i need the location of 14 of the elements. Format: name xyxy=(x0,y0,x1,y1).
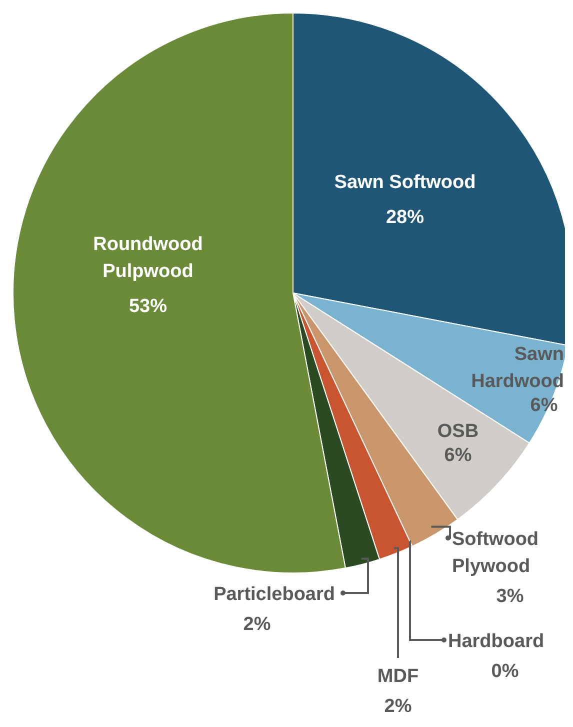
slice-label: Softwood Plywood xyxy=(452,529,539,577)
slice-label: MDF xyxy=(377,666,419,687)
data-label: 53% xyxy=(128,296,168,317)
data-label: 28% xyxy=(386,207,424,228)
slice-label: OSB xyxy=(437,421,479,442)
text: 0% xyxy=(491,661,519,682)
data-label: 2% xyxy=(384,696,412,717)
data-label: 2% xyxy=(243,614,271,635)
legend-label: Hardboard xyxy=(448,631,544,652)
slice-label: Roundwood Pulpwood xyxy=(93,234,203,282)
data-label: 6% xyxy=(444,445,472,466)
data-label: 3% xyxy=(496,586,524,607)
slice-label: Sawn Softwood xyxy=(334,172,476,193)
slice-label: Particleboard xyxy=(214,584,335,605)
